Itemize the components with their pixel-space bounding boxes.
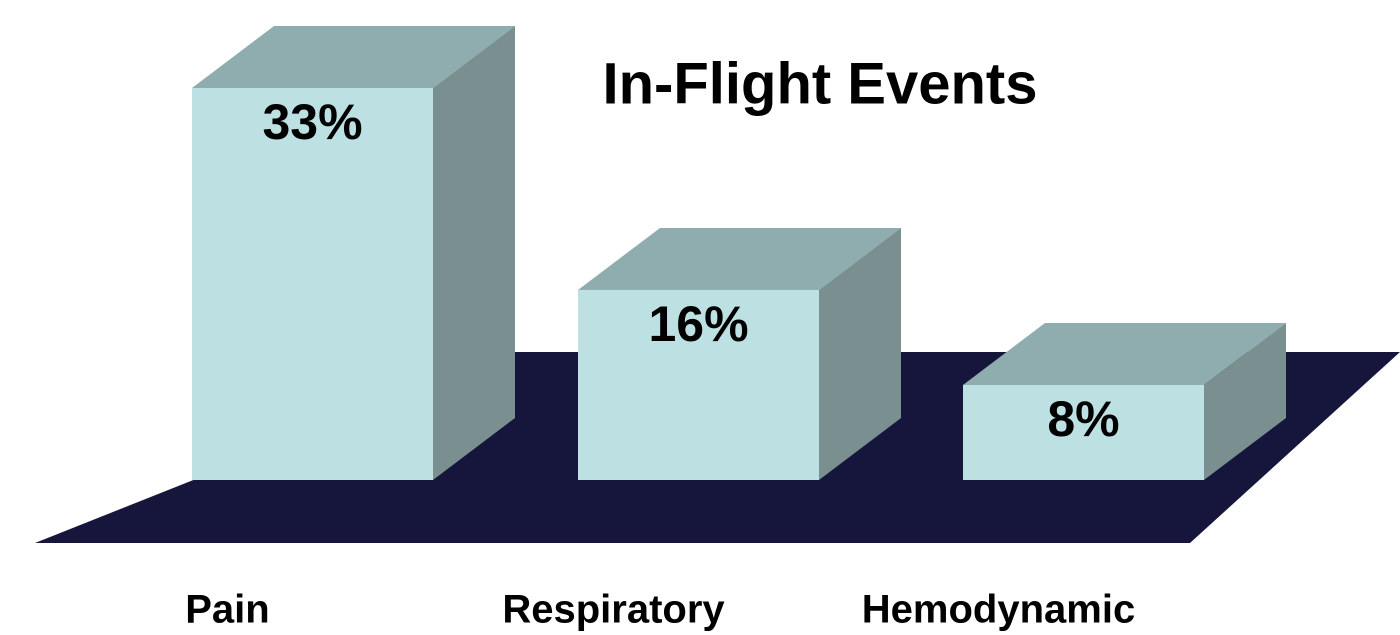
bar-front [192, 88, 433, 480]
x-tick-label: Respiratory [502, 588, 725, 632]
bar-side [433, 26, 515, 480]
bar [963, 322, 1286, 480]
x-tick-label: Pain [185, 588, 269, 632]
x-tick-label: Hemodynamic [862, 588, 1135, 632]
bar-top [578, 227, 901, 290]
bar-top [963, 322, 1286, 385]
bar-side [1204, 322, 1286, 480]
bar-top [192, 26, 515, 88]
bar [578, 227, 901, 480]
bar-layer [192, 26, 1286, 480]
bar-side [819, 227, 901, 480]
value-label: 8% [1047, 391, 1119, 447]
bar-front [963, 384, 1204, 480]
value-label: 16% [648, 296, 748, 352]
chart-title: In-Flight Events [603, 51, 1038, 116]
value-label: 33% [262, 94, 362, 150]
bar [192, 26, 515, 480]
bar-front [578, 289, 819, 480]
